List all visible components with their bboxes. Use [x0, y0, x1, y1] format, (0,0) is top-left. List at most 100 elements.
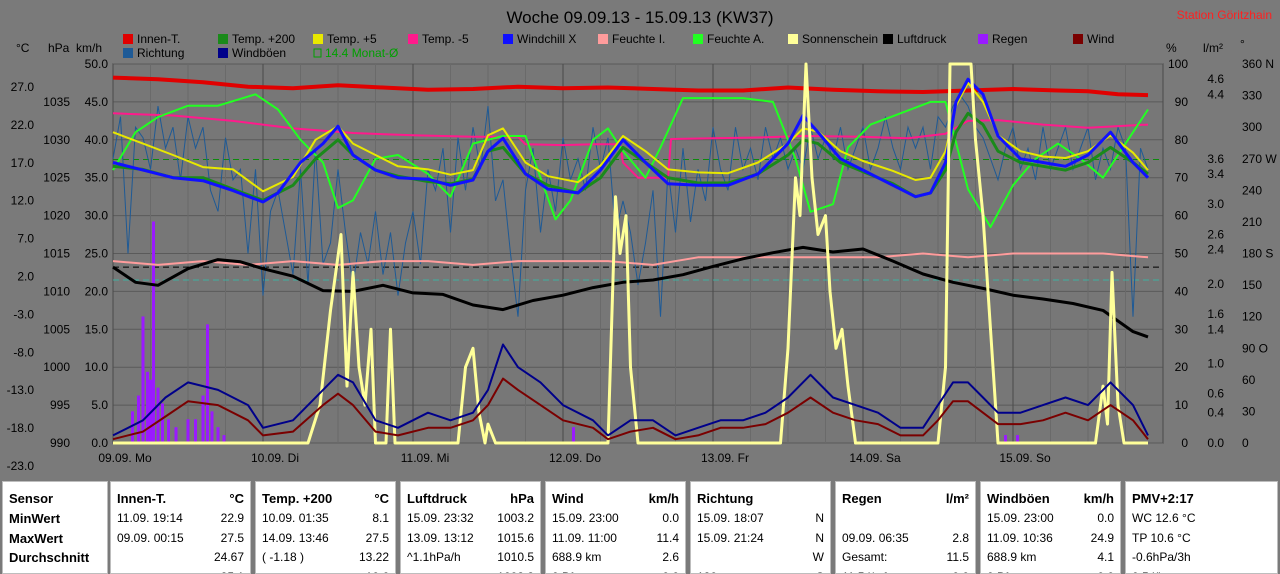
- axis-unit-label: °: [1240, 37, 1245, 51]
- rain-bar: [131, 411, 134, 443]
- stats-row-time: 15.09. 23:00: [987, 511, 1054, 525]
- tick-label-hpa: 1000: [43, 360, 70, 374]
- stats-row-time: 0 Bft: [552, 570, 577, 573]
- stats-row: 15.09. 21:24 N: [697, 531, 824, 548]
- stats-row-time: 0.5 l/h: [1132, 570, 1165, 573]
- stats-column-title: Regen: [842, 491, 882, 506]
- stats-row: 688.9 km 2.6: [552, 550, 679, 567]
- stats-column-unit: hPa: [510, 491, 534, 506]
- tick-label-rain: 2.6: [1207, 228, 1224, 242]
- stats-row-value: 1010.5: [497, 550, 534, 564]
- stats-row-value: N: [815, 531, 824, 545]
- rain-bar: [201, 395, 205, 443]
- tick-label-hpa: 1025: [43, 171, 70, 185]
- stats-row-time: 15.09. 21:24: [697, 531, 764, 545]
- tick-label-percent: 90: [1175, 95, 1189, 109]
- legend-label: Richtung: [137, 46, 184, 60]
- tick-label-celsius: 2.0: [17, 270, 34, 284]
- legend-label: Temp. -5: [422, 32, 469, 46]
- legend-label: Temp. +5: [327, 32, 377, 46]
- stats-column-luftdruck: Luftdruck hPa 15.09. 23:32 1003.2 13.09. 13:…: [400, 481, 541, 574]
- rain-bar: [161, 403, 164, 443]
- x-tick-label: 15.09. So: [999, 451, 1051, 465]
- tick-label-celsius: 27.0: [11, 80, 35, 94]
- rain-bar: [186, 419, 190, 443]
- x-tick-label: 09.09. Mo: [98, 451, 152, 465]
- stats-column-title: Luftdruck: [407, 491, 467, 506]
- legend-label: Luftdruck: [897, 32, 947, 46]
- stats-column-title: Sensor: [9, 491, 54, 506]
- legend-swatch: [693, 34, 703, 44]
- stats-row-time: 15.09. 23:00: [552, 511, 619, 525]
- tick-label-kmh: 40.0: [85, 133, 109, 147]
- stats-row-value: 0.0: [1097, 570, 1114, 573]
- series-line-sonnenschein: [113, 62, 1148, 445]
- tick-label-direction: 30: [1242, 404, 1256, 418]
- tick-label-kmh: 10.0: [85, 360, 109, 374]
- stats-column-title: Windböen: [987, 491, 1050, 506]
- tick-label-celsius: -8.0: [13, 345, 34, 359]
- tick-label-percent: 80: [1175, 133, 1189, 147]
- legend-label: Temp. +200: [232, 32, 295, 46]
- tick-label-direction: 150: [1242, 278, 1262, 292]
- stats-column-regen: Regen l/m² 09.09. 06:35 2.8 Gesamt: 11.5 11.5 …: [835, 481, 976, 574]
- stats-column-title: PMV+2:17: [1132, 491, 1194, 506]
- stats-row-time: ( -1.18 ): [262, 550, 305, 564]
- stats-row: 11.09. 19:14 22.9: [117, 511, 244, 528]
- stats-column-unit: l/m²: [945, 491, 969, 506]
- tick-label-rain: 1.4: [1207, 322, 1224, 336]
- stats-row-value: 24.9: [1090, 531, 1114, 545]
- tick-label-direction: 120: [1242, 310, 1262, 324]
- tick-label-celsius: -13.0: [7, 383, 35, 397]
- tick-label-direction: 360 N: [1242, 57, 1274, 71]
- stats-row: 15.09. 18:07 N: [697, 511, 824, 528]
- stats-row-value: 0.0: [952, 570, 969, 573]
- legend-swatch: [218, 48, 228, 58]
- stats-row-time: 688.9 km: [987, 550, 1037, 564]
- series-line-innen-t-: [112, 75, 1149, 98]
- stats-row-value: 4.1: [1097, 550, 1114, 564]
- series-line-wind: [112, 377, 1149, 441]
- stats-row: [842, 511, 969, 528]
- tick-label-rain: 3.6: [1207, 152, 1224, 166]
- axis-unit-label: l/m²: [1203, 41, 1223, 55]
- legend-label: Windböen: [232, 46, 286, 60]
- rain-bar: [572, 427, 575, 443]
- legend-swatch: [408, 34, 418, 44]
- tick-label-rain: 0.4: [1207, 406, 1224, 420]
- stats-row: 15.09. 23:00: [9, 570, 101, 573]
- chart-title: Woche 09.09.13 - 15.09.13 (KW37): [506, 8, 773, 27]
- stats-row-time: TP 10.6 °C: [1132, 531, 1191, 545]
- rain-bar: [1016, 435, 1019, 443]
- stats-row-time: WC 12.6 °C: [1132, 511, 1196, 525]
- stats-row-time: 11.09. 10:36: [987, 531, 1053, 545]
- tick-label-kmh: 20.0: [85, 284, 109, 298]
- rain-bar: [1004, 435, 1007, 443]
- series-line-temp-200: [112, 111, 1149, 202]
- stats-row-time: 11.09. 11:00: [552, 531, 617, 545]
- stats-column-temp200: Temp. +200 °C 10.09. 01:35 8.1 14.09. 13:46 2…: [255, 481, 396, 574]
- legend-swatch: [313, 34, 323, 44]
- tick-label-hpa: 1020: [43, 209, 70, 223]
- tick-label-rain: 3.4: [1207, 167, 1224, 181]
- tick-label-rain: 4.4: [1207, 87, 1224, 101]
- stats-column-unit: km/h: [1083, 491, 1114, 506]
- stats-row: 15.09. 23:00 0.0: [552, 511, 679, 528]
- stats-column-title: Innen-T.: [117, 491, 167, 506]
- x-tick-label: 14.09. Sa: [849, 451, 901, 465]
- legend-swatch: [218, 34, 228, 44]
- stats-row-label: Durchschnitt: [9, 550, 90, 565]
- legend-label: Regen: [992, 32, 1027, 46]
- rain-bar: [210, 411, 214, 443]
- stats-column-title: Richtung: [697, 491, 754, 506]
- tick-label-direction: 240: [1242, 183, 1262, 197]
- legend-label: Sonnenschein: [802, 32, 878, 46]
- stats-column-innen: Innen-T. °C 11.09. 19:14 22.9 09.09. 00:15 27…: [110, 481, 251, 574]
- tick-label-rain: 2.0: [1207, 277, 1224, 291]
- tick-label-direction: 90 O: [1242, 341, 1268, 355]
- tick-label-rain: 2.4: [1207, 243, 1224, 257]
- stats-row-value: 0.0: [662, 570, 679, 573]
- tick-label-percent: 0: [1181, 436, 1188, 450]
- rain-bar: [156, 387, 160, 443]
